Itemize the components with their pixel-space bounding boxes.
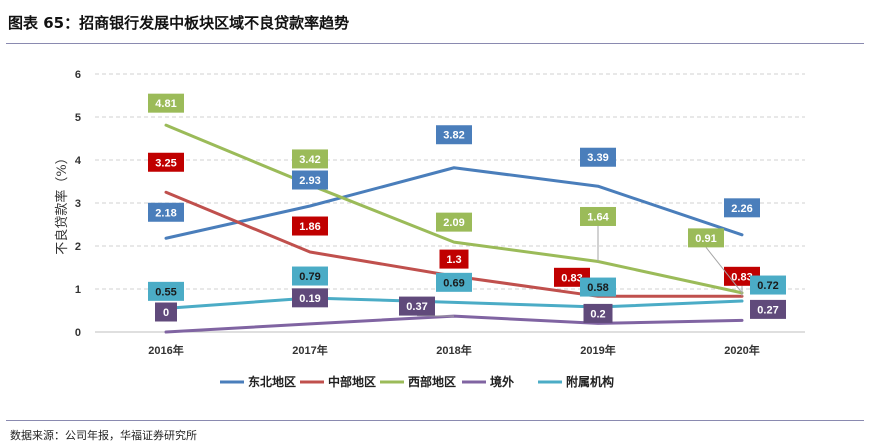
data-label: 0.72	[757, 280, 778, 292]
data-label: 0	[163, 307, 169, 319]
data-label: 1.3	[446, 254, 461, 266]
data-label: 1.86	[299, 221, 320, 233]
x-tick-label: 2019年	[580, 343, 615, 357]
data-label: 1.64	[587, 211, 609, 223]
data-label-box	[292, 288, 328, 308]
data-label-box	[292, 266, 328, 286]
data-label-box	[436, 125, 472, 145]
data-label-box	[750, 299, 786, 319]
x-tick-label: 2016年	[148, 343, 183, 357]
data-label: 2.26	[731, 203, 752, 215]
data-label-box	[148, 152, 184, 172]
data-label: 3.82	[443, 130, 464, 142]
data-label-box	[583, 303, 613, 323]
data-label-box	[436, 212, 472, 232]
y-tick-label: 4	[75, 155, 82, 167]
data-label: 2.18	[155, 207, 176, 219]
y-tick-label: 1	[75, 284, 81, 296]
legend-label: 中部地区	[328, 374, 376, 389]
title-divider	[6, 43, 864, 44]
data-label: 3.39	[587, 152, 608, 164]
legend-label: 东北地区	[248, 374, 296, 389]
data-label-box	[580, 147, 616, 167]
x-tick-label: 2017年	[292, 343, 327, 357]
y-tick-label: 5	[75, 112, 81, 124]
legend-label: 西部地区	[408, 374, 456, 389]
data-label-box	[724, 198, 760, 218]
data-label-box	[292, 170, 328, 190]
y-tick-label: 0	[75, 327, 81, 339]
data-label-box	[399, 296, 435, 316]
data-label: 3.42	[299, 154, 320, 166]
y-tick-label: 3	[75, 198, 81, 210]
data-label: 0.19	[299, 293, 320, 305]
data-label-box	[688, 228, 724, 248]
data-label: 0.83	[731, 271, 752, 283]
series-line	[164, 296, 744, 310]
data-label-box	[148, 202, 184, 222]
data-label-box	[580, 206, 616, 226]
legend-label: 附属机构	[566, 374, 614, 389]
chart-area: 0 1 2 3 4 5 6 2016年 2017年 2018年 2019年 2020年 不良贷款率（%）…	[54, 69, 805, 389]
data-label-box	[750, 275, 786, 295]
y-axis-title: 不良贷款率（%）	[54, 151, 70, 254]
data-label: 0.27	[757, 304, 778, 316]
x-tick-label: 2018年	[436, 343, 471, 357]
series-line	[164, 166, 744, 240]
data-label: 3.25	[155, 157, 176, 169]
data-label-box	[580, 277, 616, 297]
source-note: 数据来源：公司年报，华福证券研究所	[10, 429, 197, 442]
x-tick-label: 2020年	[724, 343, 759, 357]
footer-divider	[6, 420, 864, 421]
data-label: 0.58	[587, 282, 608, 294]
data-label-box	[292, 149, 328, 169]
data-label: 2.09	[443, 217, 464, 229]
data-label-box	[292, 216, 328, 236]
data-label: 0.83	[561, 272, 582, 284]
label-leader-line	[416, 315, 455, 317]
data-label-box	[148, 281, 184, 301]
data-label: 0.2	[590, 308, 605, 320]
legend-label: 境外	[490, 374, 514, 389]
data-label-box	[148, 93, 184, 113]
data-label-box	[155, 302, 177, 322]
y-tick-label: 6	[75, 69, 81, 81]
figure-title: 图表 65：招商银行发展中板块区域不良贷款率趋势	[8, 14, 350, 32]
series-line	[164, 123, 744, 295]
data-label-box	[439, 249, 469, 269]
data-label-box	[436, 272, 472, 292]
label-leader-line	[705, 247, 743, 294]
data-label: 0.79	[299, 271, 320, 283]
data-label: 0.55	[155, 286, 176, 298]
series-line	[164, 314, 744, 334]
data-label: 0.91	[695, 233, 716, 245]
data-label: 0.37	[406, 301, 427, 313]
data-label: 4.81	[155, 98, 176, 110]
data-label: 2.93	[299, 175, 320, 187]
data-label: 0.69	[443, 277, 464, 289]
y-tick-label: 2	[75, 241, 81, 253]
